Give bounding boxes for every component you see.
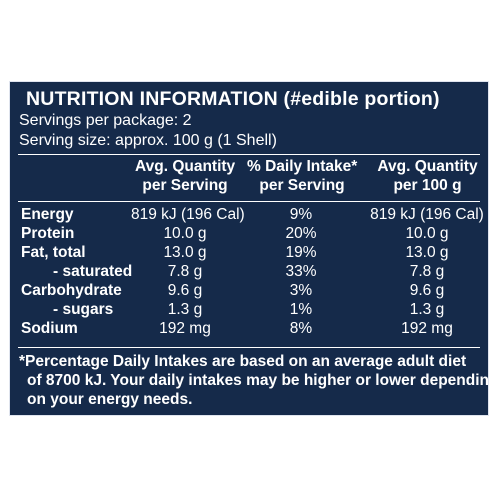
daily-intake-value: 1% xyxy=(289,301,313,318)
per-100g-value: 1.3 g xyxy=(409,301,445,318)
per-serving-value: 7.8 g xyxy=(167,263,203,280)
footnote-line: of 8700 kJ. Your daily intakes may be hi… xyxy=(27,372,499,389)
row-label: Sodium xyxy=(21,320,78,337)
daily-intake-value: 20% xyxy=(285,225,317,242)
nutrition-panel: NUTRITION INFORMATION (#edible portion) … xyxy=(9,81,499,416)
servings-per-package: Servings per package: 2 xyxy=(19,112,192,129)
row-label: Protein xyxy=(21,225,75,242)
column-header-line: per 100 g xyxy=(393,177,462,194)
column-header-daily-intake: % Daily Intake* per Serving xyxy=(247,157,357,195)
per-serving-value: 192 mg xyxy=(159,320,211,337)
column-header-line: Avg. Quantity xyxy=(135,158,236,175)
column-header-line: per Serving xyxy=(259,177,345,194)
per-100g-value: 10.0 g xyxy=(405,225,449,242)
per-serving-value: 1.3 g xyxy=(167,301,203,318)
row-label: Fat, total xyxy=(21,244,86,261)
per-serving-value: 10.0 g xyxy=(163,225,207,242)
footnote: *Percentage Daily Intakes are based on a… xyxy=(19,352,499,409)
column-header-line: % Daily Intake* xyxy=(247,158,358,175)
daily-intake-value: 19% xyxy=(285,244,317,261)
footnote-divider xyxy=(18,347,480,348)
column-header-per-100g: Avg. Quantity per 100 g xyxy=(370,157,485,195)
table-row-protein: Protein 10.0 g 20% 10.0 g xyxy=(10,225,488,243)
table-row-sodium: Sodium 192 mg 8% 192 mg xyxy=(10,320,488,338)
table-header-divider xyxy=(18,201,480,202)
per-100g-value: 819 kJ (196 Cal) xyxy=(370,206,484,223)
per-serving-value: 9.6 g xyxy=(167,282,203,299)
column-header-per-serving: Avg. Quantity per Serving xyxy=(135,157,235,195)
table-row-saturated: - saturated 7.8 g 33% 7.8 g xyxy=(10,263,488,281)
row-label: Energy xyxy=(21,206,74,223)
row-label: - sugars xyxy=(53,301,114,318)
table-row-fat-total: Fat, total 13.0 g 19% 13.0 g xyxy=(10,244,488,262)
table-row-carbohydrate: Carbohydrate 9.6 g 3% 9.6 g xyxy=(10,282,488,300)
daily-intake-value: 8% xyxy=(289,320,313,337)
footnote-line: *Percentage Daily Intakes are based on a… xyxy=(19,353,467,370)
daily-intake-value: 3% xyxy=(289,282,313,299)
serving-size: Serving size: approx. 100 g (1 Shell) xyxy=(19,132,277,149)
daily-intake-value: 9% xyxy=(289,206,313,223)
per-100g-value: 9.6 g xyxy=(409,282,445,299)
panel-title: NUTRITION INFORMATION (#edible portion) xyxy=(26,88,440,110)
column-header-line: per Serving xyxy=(142,177,228,194)
per-100g-value: 7.8 g xyxy=(409,263,445,280)
per-serving-value: 819 kJ (196 Cal) xyxy=(131,206,245,223)
per-100g-value: 192 mg xyxy=(401,320,453,337)
table-row-energy: Energy 819 kJ (196 Cal) 9% 819 kJ (196 C… xyxy=(10,206,488,224)
row-label: Carbohydrate xyxy=(21,282,122,299)
daily-intake-value: 33% xyxy=(285,263,317,280)
per-100g-value: 13.0 g xyxy=(405,244,449,261)
footnote-line: on your energy needs. xyxy=(27,391,193,408)
column-header-line: Avg. Quantity xyxy=(377,158,478,175)
table-row-sugars: - sugars 1.3 g 1% 1.3 g xyxy=(10,301,488,319)
per-serving-value: 13.0 g xyxy=(163,244,207,261)
header-divider xyxy=(18,154,480,155)
row-label: - saturated xyxy=(53,263,133,280)
